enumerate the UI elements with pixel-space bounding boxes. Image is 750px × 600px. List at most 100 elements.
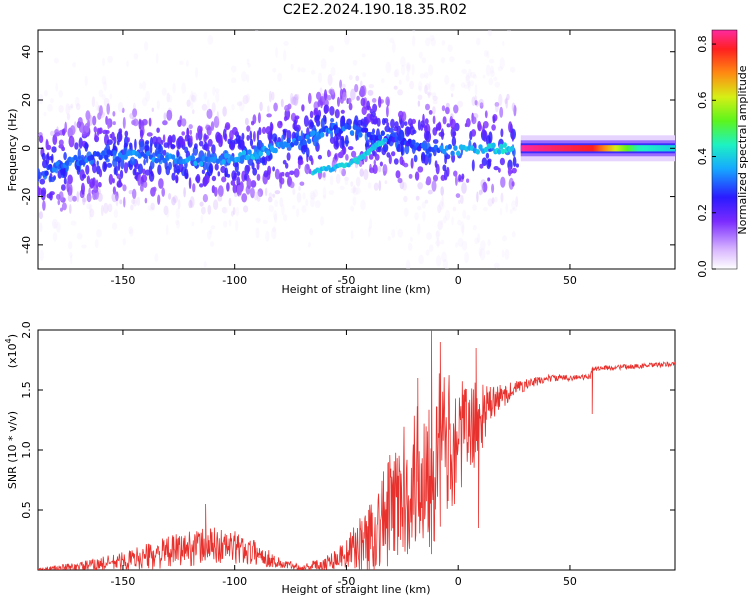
spectrogram-cell [461,182,467,194]
spectrogram-cell [250,187,255,199]
spectrogram-cell [328,45,335,53]
spectrogram-cell [507,30,511,33]
spectrogram-cell [442,164,447,172]
spectrogram-cell [506,93,510,101]
spectrogram-cell [491,197,495,204]
spectrogram-ridge-point [162,157,167,164]
spectrogram-cell [116,173,121,179]
spectrogram-cell [479,163,484,169]
spectrogram-cell [382,164,388,176]
spectrogram-ridge-point [115,156,120,162]
spectrogram-cell [493,166,499,171]
spectrogram-cell [437,221,444,230]
spectrogram-cell [56,221,61,233]
spectrogram-cell [411,64,415,76]
spectrogram-cell [245,93,250,103]
spectrogram-cell [272,166,275,172]
spectrogram-cell [470,129,477,137]
spectrogram-cell [481,271,487,282]
spectrogram-cell [337,96,340,107]
spectrogram-cell [61,184,66,191]
spectrogram-cell [478,247,483,257]
spectrogram-cell [447,44,453,53]
spectrogram-cell [391,41,396,53]
spectrogram-cell [184,146,189,154]
spectrogram-cell [471,159,475,172]
spectrogram-cell [424,199,429,204]
spectrogram-cell [214,88,220,93]
spectrogram-cell [207,138,213,147]
spectrogram-cell [344,176,350,181]
spectrogram-ridge-point [349,130,355,136]
spectrogram-ridge-point [453,145,458,151]
spectrogram-cell [140,183,144,192]
spectrogram-cell [75,103,81,111]
spectrogram-cell [50,130,55,136]
spectrogram-cell [183,187,186,198]
spectrogram-cell [500,128,504,138]
spectrogram-cell [192,109,195,115]
spectrogram-cell [167,134,173,146]
spectrogram-cell [209,229,213,235]
spectrogram-cell [111,192,118,203]
spectrogram-cell [414,171,420,181]
spectrogram-cell [433,100,438,105]
spectrogram-cell [322,186,327,198]
spectrogram-cell [226,182,230,192]
spectrogram-cell [444,267,449,269]
spectrogram-cell [186,99,191,107]
spectrogram-cell [446,123,451,128]
spectrogram-cell [340,150,344,156]
spectrogram-cell [177,119,182,128]
spectrogram-cell [154,253,159,262]
spectrogram-cell [470,71,476,78]
spectrogram-cell [67,241,73,250]
colorbar-tick-label: 0.8 [696,35,709,53]
spectrogram-cell [513,104,517,117]
spectrogram-cell [404,126,411,137]
spectrogram-cell [66,113,71,121]
spectrogram-ridge-point [305,134,310,140]
spectrogram-cell [463,84,470,89]
spectrogram-cell [141,174,148,183]
spectrogram-cell [352,59,358,66]
spectrogram-cell [67,193,74,203]
spectrogram-cell [465,59,471,65]
spectrogram-cell [290,96,297,105]
spectrogram-cell [152,186,157,192]
spectrogram-cell [490,281,496,291]
spectrogram-cell [256,191,261,202]
spectrogram-ridge-point [73,154,78,161]
spectrogram-cell [197,125,202,135]
spectrogram-cell [77,148,82,160]
spectrogram-cell [229,130,234,141]
spectrogram-cell [144,197,148,204]
spectrogram-cell [490,70,495,78]
spectrogram-cell [107,203,113,213]
spectrogram-cell [272,67,277,73]
spectrogram-cell [56,193,61,200]
spectrogram-cell [428,110,433,115]
spectrogram-cell [62,128,66,136]
spectrogram-cell [508,287,511,296]
spectrogram-cell [310,69,316,75]
spectrogram-cell [417,100,421,107]
spectrogram-cell [383,144,388,151]
spectrogram-cell [122,117,126,129]
spectrogram-cell [455,193,461,199]
spectrogram-cell [191,92,198,103]
spectrogram-cell [145,140,150,145]
spectrogram-cell [69,204,72,214]
spectrogram-cell [424,85,428,95]
spectrogram-cell [283,130,287,136]
spectrogram-cell [127,137,130,143]
spectrogram-cell [313,101,319,111]
spectrogram-cell [427,189,433,195]
spectrogram-cell [407,242,413,251]
spectrogram-cell [430,37,436,47]
spectrogram-cell [43,111,47,117]
spectrogram-cell [293,168,300,178]
spectrogram-cell [38,211,44,220]
spectrogram-cell [481,183,484,194]
spectrogram-cell [355,187,361,195]
